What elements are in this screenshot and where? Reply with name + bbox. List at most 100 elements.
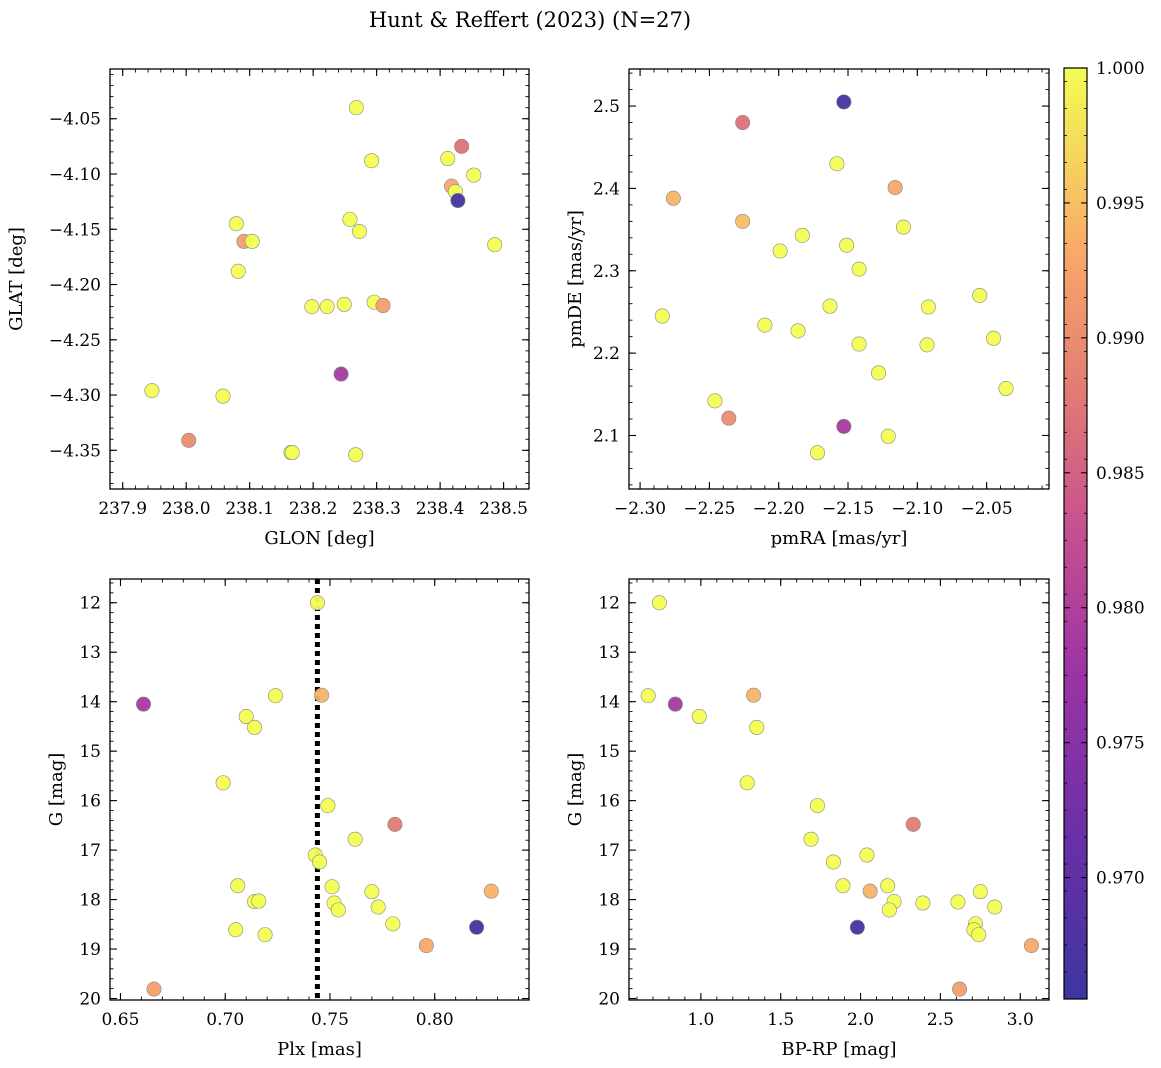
- colorbar-tick-label: 0.970: [1096, 869, 1145, 889]
- x-tick-label: −2.15: [822, 499, 874, 519]
- x-tick-label: 0.80: [416, 1010, 454, 1030]
- y-axis-label: G [mag]: [565, 753, 586, 826]
- data-point: [215, 388, 231, 404]
- y-tick-label: 2.3: [593, 262, 620, 282]
- y-tick-label: 14: [79, 693, 101, 713]
- data-point: [707, 393, 723, 409]
- data-point: [284, 445, 300, 461]
- x-axis-label: BP-RP [mag]: [781, 1039, 896, 1060]
- data-point: [987, 899, 1003, 915]
- data-point: [919, 337, 935, 353]
- data-point: [230, 263, 246, 279]
- x-tick-label: −2.30: [614, 499, 666, 519]
- y-tick-label: −4.10: [49, 165, 101, 185]
- data-point: [952, 981, 968, 997]
- points-glon-glat: [144, 100, 503, 463]
- data-point: [871, 365, 887, 381]
- data-point: [1023, 938, 1039, 954]
- data-point: [654, 308, 670, 324]
- data-point: [385, 916, 401, 932]
- axes-frame: [628, 578, 1050, 1001]
- data-point: [215, 775, 231, 791]
- y-tick-label: 16: [79, 792, 101, 812]
- figure-title: Hunt & Reffert (2023) (N=27): [369, 8, 691, 32]
- data-point: [665, 190, 681, 206]
- colorbar-gradient: [1063, 67, 1088, 1000]
- y-tick-label: −4.25: [49, 331, 101, 351]
- data-point: [146, 981, 162, 997]
- x-tick-label: 2.0: [847, 1010, 874, 1030]
- data-point: [905, 816, 921, 832]
- data-point: [333, 366, 349, 382]
- data-point: [247, 719, 263, 735]
- colorbar-tick-label: 0.985: [1096, 464, 1145, 484]
- data-point: [144, 383, 160, 399]
- data-point: [364, 884, 380, 900]
- points-pmra-pmde: [654, 94, 1014, 461]
- data-point: [721, 410, 737, 426]
- x-tick-label: 0.70: [206, 1010, 244, 1030]
- x-axis-label: pmRA [mas/yr]: [771, 528, 908, 549]
- y-tick-label: 2.4: [593, 179, 620, 199]
- data-point: [757, 317, 773, 333]
- colorbar-tick-label: 0.990: [1096, 329, 1145, 349]
- data-point: [309, 595, 325, 611]
- data-point: [829, 156, 845, 172]
- data-point: [466, 167, 482, 183]
- data-point: [304, 299, 320, 315]
- x-tick-label: 238.2: [289, 499, 338, 519]
- data-point: [228, 922, 244, 938]
- x-tick-label: 0.75: [311, 1010, 349, 1030]
- x-tick-label: 238.3: [352, 499, 401, 519]
- data-point: [440, 151, 456, 167]
- ticks-glon-glat: 237.9 238.0 238.1 238.2 238.3 238.4 238.5 −4.05…: [49, 69, 530, 519]
- colorbar-tick-label: 0.980: [1096, 599, 1145, 619]
- data-point: [735, 115, 751, 131]
- y-tick-label: 2.2: [593, 344, 620, 364]
- data-point: [810, 445, 826, 461]
- y-tick-label: 19: [598, 940, 620, 960]
- data-point: [667, 696, 683, 712]
- axes-frame: [109, 68, 530, 490]
- data-point: [370, 899, 386, 915]
- data-point: [330, 902, 346, 918]
- data-point: [319, 299, 335, 315]
- y-tick-label: 12: [79, 594, 101, 614]
- y-axis-label: G [mag]: [46, 753, 67, 826]
- data-point: [136, 696, 152, 712]
- x-tick-label: 1.5: [767, 1010, 794, 1030]
- x-tick-label: 3.0: [1007, 1010, 1034, 1030]
- data-point: [230, 878, 246, 894]
- data-point: [238, 709, 254, 725]
- data-point: [880, 878, 896, 894]
- data-point: [324, 879, 340, 895]
- ticks-pmra-pmde: −2.30 −2.25 −2.20 −2.15 −2.10 −2.05 2.1 2.2 2.3 2…: [593, 69, 1049, 519]
- data-point: [418, 938, 434, 954]
- y-tick-label: 19: [79, 940, 101, 960]
- y-tick-label: 20: [598, 990, 620, 1010]
- y-tick-label: 17: [79, 841, 101, 861]
- data-point: [450, 193, 466, 209]
- data-point: [971, 927, 987, 943]
- x-tick-label: −2.20: [753, 499, 805, 519]
- data-point: [839, 237, 855, 253]
- x-tick-label: 0.65: [102, 1010, 140, 1030]
- data-point: [735, 213, 751, 229]
- y-tick-label: −4.20: [49, 276, 101, 296]
- colorbar: 0.970 0.975 0.980 0.985 0.990 0.995 1.000: [1063, 59, 1145, 1000]
- x-tick-label: 238.5: [479, 499, 528, 519]
- data-point: [348, 100, 364, 116]
- data-point: [895, 219, 911, 235]
- data-point: [851, 336, 867, 352]
- x-tick-label: 2.5: [927, 1010, 954, 1030]
- data-point: [835, 878, 851, 894]
- data-point: [849, 919, 865, 935]
- colorbar-tick-label: 1.000: [1096, 59, 1145, 79]
- data-point: [986, 330, 1002, 346]
- data-point: [483, 883, 499, 899]
- points-bprp-g: [640, 595, 1039, 997]
- y-tick-label: −4.15: [49, 220, 101, 240]
- data-point: [469, 919, 485, 935]
- x-tick-label: 238.1: [225, 499, 274, 519]
- axes-frame: [109, 578, 530, 1001]
